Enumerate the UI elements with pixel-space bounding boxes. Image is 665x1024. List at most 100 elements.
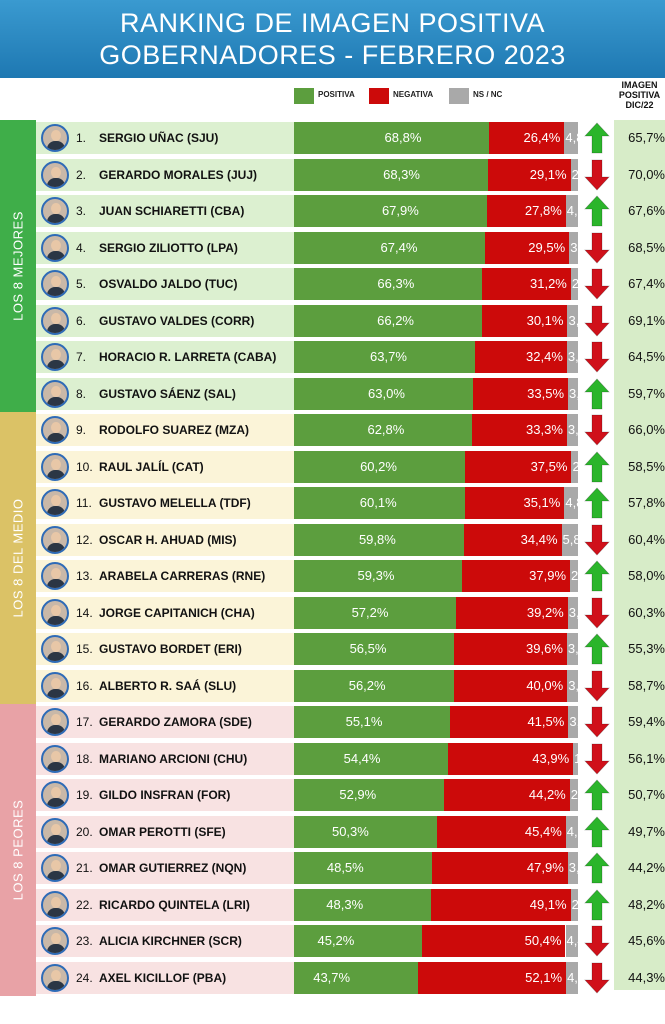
dic22-value: 44,3% bbox=[628, 969, 665, 985]
avatar-head bbox=[51, 276, 61, 287]
group-label: LOS 8 PEORES bbox=[10, 799, 26, 901]
rank-number: 19. bbox=[76, 788, 93, 802]
avatar-head bbox=[51, 604, 61, 616]
arrow-up-icon bbox=[584, 815, 610, 847]
governor-name: OSCAR H. AHUAD (MIS) bbox=[99, 532, 237, 547]
bar-positiva bbox=[294, 523, 464, 556]
arrow-up-icon bbox=[584, 560, 610, 592]
governor-name: HORACIO R. LARRETA (CABA) bbox=[99, 350, 277, 364]
governor-avatar bbox=[41, 635, 69, 663]
label-ns: 4,3 bbox=[566, 203, 585, 218]
bar-ns bbox=[566, 961, 578, 994]
label-positiva: 54,4% bbox=[343, 750, 381, 766]
label-negativa: 29,1% bbox=[529, 166, 567, 182]
row-background bbox=[36, 961, 294, 994]
dic22-value: 58,7% bbox=[628, 677, 665, 693]
row-background bbox=[36, 341, 294, 373]
row-background bbox=[36, 523, 294, 556]
arrow-up-icon bbox=[584, 779, 610, 811]
avatar-body bbox=[47, 469, 65, 479]
label-negativa: 31,2% bbox=[530, 276, 567, 291]
bar-negativa bbox=[464, 487, 565, 519]
label-ns: 3,6 bbox=[568, 860, 587, 875]
label-ns: 4,2 bbox=[567, 969, 586, 985]
bar-ns bbox=[570, 560, 578, 592]
rank-number: 18. bbox=[76, 751, 93, 766]
label-positiva: 68,8% bbox=[384, 130, 422, 145]
label-negativa: 52,1% bbox=[525, 969, 563, 985]
arrow-up-icon bbox=[584, 122, 610, 154]
label-negativa: 35,1% bbox=[523, 495, 561, 510]
arrow-down-icon bbox=[584, 159, 610, 191]
governor-name: ARABELA CARRERAS (RNE) bbox=[99, 569, 266, 583]
bar-positiva bbox=[294, 888, 432, 921]
row-background bbox=[36, 487, 294, 519]
avatar-head bbox=[51, 458, 61, 470]
rank-number: 14. bbox=[76, 605, 93, 620]
bar-positiva bbox=[294, 633, 455, 665]
avatar-body bbox=[47, 323, 65, 333]
bar-negativa bbox=[422, 925, 566, 957]
bar-ns bbox=[569, 779, 578, 811]
rank-number: 3. bbox=[76, 204, 87, 218]
bar-positiva bbox=[294, 779, 445, 811]
avatar-body bbox=[47, 287, 65, 296]
avatar-head bbox=[51, 677, 61, 689]
avatar-body bbox=[47, 688, 65, 698]
arrow-down-icon bbox=[584, 268, 610, 300]
label-positiva: 66,3% bbox=[377, 276, 415, 291]
rank-number: 22. bbox=[76, 897, 93, 912]
governor-avatar bbox=[41, 781, 69, 809]
arrow-up-icon bbox=[584, 377, 610, 409]
row-background bbox=[36, 450, 294, 483]
bar-negativa bbox=[482, 268, 571, 300]
label-negativa: 30,1% bbox=[526, 312, 564, 328]
bar-positiva bbox=[294, 706, 451, 738]
avatar-head bbox=[51, 714, 61, 725]
bar-ns bbox=[565, 925, 578, 957]
rank-number: 4. bbox=[76, 240, 87, 255]
label-negativa: 39,2% bbox=[526, 604, 564, 620]
governor-name: RICARDO QUINTELA (LRI) bbox=[99, 897, 250, 912]
dic22-column-header: IMAGEN POSITIVA DIC/22 bbox=[614, 80, 665, 110]
bar-negativa bbox=[485, 231, 570, 264]
bar-ns bbox=[564, 122, 578, 154]
label-negativa: 39,6% bbox=[526, 641, 563, 656]
governor-avatar bbox=[41, 270, 69, 298]
bar-negativa bbox=[448, 742, 574, 775]
dic22-value: 49,7% bbox=[628, 823, 665, 839]
dic22-header-line2: POSITIVA bbox=[618, 90, 661, 100]
dic22-header-line1: IMAGEN bbox=[621, 80, 658, 90]
rank-number: 20. bbox=[76, 824, 93, 839]
governor-avatar bbox=[41, 890, 69, 919]
bar-positiva bbox=[294, 742, 449, 775]
arrow-down-icon bbox=[584, 670, 610, 702]
dic22-value: 48,2% bbox=[628, 896, 665, 912]
legend-label-ns: NS / NC bbox=[473, 90, 503, 99]
arrow-down-icon bbox=[584, 305, 610, 337]
label-positiva: 62,8% bbox=[367, 422, 405, 437]
bar-ns bbox=[570, 268, 578, 300]
governor-avatar bbox=[41, 817, 69, 846]
label-negativa: 33,3% bbox=[526, 422, 563, 437]
bar-negativa bbox=[436, 815, 566, 848]
row-background bbox=[36, 888, 294, 921]
governor-name: JUAN SCHIARETTI (CBA) bbox=[99, 204, 245, 218]
avatar-body bbox=[47, 214, 65, 223]
label-ns: 2,3 bbox=[572, 458, 591, 474]
label-negativa: 26,4% bbox=[523, 130, 561, 145]
bar-negativa bbox=[472, 377, 569, 410]
label-positiva: 52,9% bbox=[339, 787, 377, 802]
group-label: LOS 8 DEL MEDIO bbox=[10, 498, 26, 618]
governor-avatar bbox=[41, 124, 69, 152]
label-ns: 2,8 bbox=[571, 568, 590, 583]
governor-avatar bbox=[41, 598, 69, 627]
rank-number: 11. bbox=[76, 496, 92, 510]
label-ns: 2,5 bbox=[571, 276, 590, 291]
group-label: LOS 8 MEJORES bbox=[10, 211, 26, 321]
avatar-head bbox=[51, 787, 61, 798]
arrow-up-icon bbox=[584, 888, 610, 920]
label-positiva: 59,8% bbox=[358, 531, 396, 547]
bar-positiva bbox=[294, 560, 463, 592]
avatar-head bbox=[51, 203, 61, 214]
